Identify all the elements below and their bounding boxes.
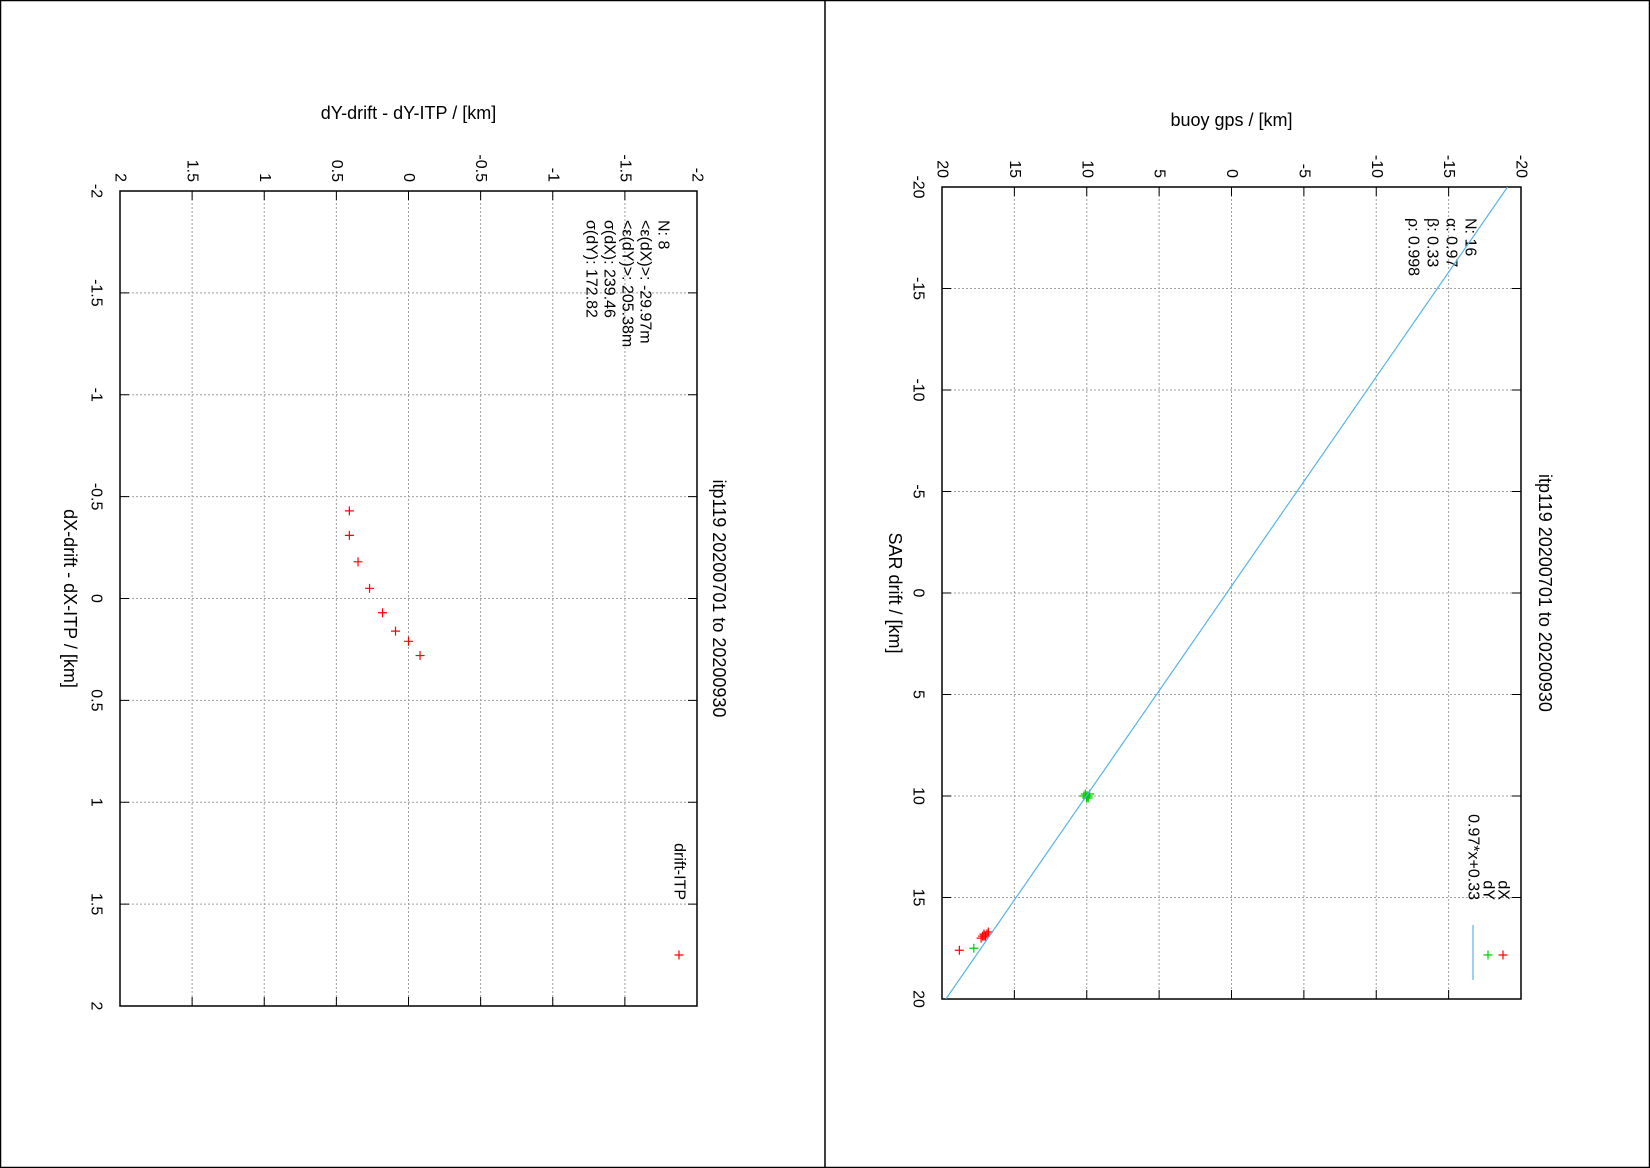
data-point: [954, 945, 964, 955]
x-tick-label: 5: [910, 690, 927, 699]
x-tick-label: 1.5: [88, 893, 105, 915]
y-axis-label: dY-drift - dY-ITP / [km]: [321, 103, 496, 123]
x-tick-label: -1: [88, 388, 105, 402]
y-tick-label: 0.5: [328, 160, 345, 182]
data-point: [353, 557, 363, 567]
plot-border: [941, 186, 1522, 1000]
legend-sample: [1483, 950, 1493, 960]
residual-chart: -2 -1.5 -1 -0.5 0 0.5 1 1.5 2 -2 -1.5 -1 -0.5 0 0.5 1 1.…: [60, 103, 729, 1011]
x-axis-label: SAR drift / [km]: [885, 532, 905, 653]
plot-border: [119, 190, 698, 1007]
y-tick-label: -10: [1368, 155, 1385, 178]
legend-label: dY: [1480, 880, 1497, 900]
x-tick-label: -1.5: [88, 279, 105, 307]
data-layer: [945, 187, 1509, 999]
x-tick-label: -2: [88, 184, 105, 198]
legend-sample: [674, 950, 684, 960]
legend-label: drift-ITP: [671, 843, 688, 900]
x-tick-label: 10: [910, 787, 927, 805]
y-tick-label: 0: [400, 173, 417, 182]
x-tick-label: 2: [88, 1002, 105, 1011]
y-tick-label: 2: [112, 173, 129, 182]
data-point: [404, 636, 413, 646]
stats-annotation: ρ: 0.998: [1405, 218, 1422, 276]
stats-annotation: <ε(dX)>: -29.97m: [637, 220, 654, 344]
x-tick-label: 0: [88, 594, 105, 603]
data-point: [969, 943, 979, 953]
y-tick-label: -1.5: [616, 154, 633, 182]
y-tick-label: -0.5: [472, 154, 489, 182]
plots-layer: -20-15-10-505101520-20-15-10-505101520it…: [60, 103, 1555, 1011]
legend-label: dX: [1495, 880, 1512, 900]
stats-annotation: σ(dY): 172.82: [583, 220, 600, 318]
data-point: [365, 583, 375, 593]
y-tick-label: 10: [1078, 160, 1095, 178]
chart-title: itp119 20200701 to 20200930: [709, 480, 729, 718]
y-tick-label: 0: [1223, 169, 1240, 178]
x-tick-label: -15: [910, 277, 927, 300]
y-tick-label: -20: [1513, 155, 1530, 178]
x-tick-label: 15: [910, 889, 927, 907]
data-point: [344, 506, 354, 516]
data-point: [378, 608, 388, 618]
y-tick-label: 15: [1006, 160, 1023, 178]
stats-annotation: α: 0.97: [1443, 218, 1460, 267]
stats-annotation: N: 8: [655, 220, 672, 249]
y-tick-label: -15: [1440, 155, 1457, 178]
chart-title: itp119 20200701 to 20200930: [1535, 474, 1555, 712]
data-point: [415, 651, 425, 661]
legend-label: 0.97*x+0.33: [1465, 814, 1482, 900]
sar-vs-gps-chart: -20 -15 -10 -5 0 5 10 15 20 -20 -15 -10 -5 0 5 10 15 20 it…: [885, 110, 1555, 1008]
x-tick-label: 0: [910, 589, 927, 598]
stats-annotation: β: 0.33: [1424, 218, 1441, 267]
fit-line: [945, 187, 1509, 999]
x-tick-label: 0.5: [88, 689, 105, 711]
data-point: [979, 931, 989, 941]
x-tick-label: -5: [910, 484, 927, 498]
y-tick-label: -1: [544, 168, 561, 182]
y-tick-label: -5: [1295, 164, 1312, 178]
y-tick-label: 1.5: [184, 160, 201, 182]
x-tick-label: -10: [910, 378, 927, 401]
data-point: [391, 626, 401, 636]
data-point: [344, 530, 354, 540]
data-layer: [344, 506, 425, 661]
x-tick-label: -0.5: [88, 483, 105, 511]
y-tick-label: -2: [689, 168, 706, 182]
legend-sample: [1498, 950, 1508, 960]
x-axis-label: dX-drift - dX-ITP / [km]: [60, 509, 80, 688]
y-tick-label: 5: [1151, 169, 1168, 178]
x-tick-label: 1: [88, 798, 105, 807]
stats-annotation: <ε(dY)>: 205.38m: [619, 220, 636, 347]
x-tick-label: -20: [910, 175, 927, 198]
x-tick-label: 20: [910, 990, 927, 1008]
stats-annotation: σ(dX): 239.46: [601, 220, 618, 318]
y-tick-label: 1: [256, 173, 273, 182]
y-tick-label: 20: [934, 160, 951, 178]
y-axis-label: buoy gps / [km]: [1170, 110, 1292, 130]
